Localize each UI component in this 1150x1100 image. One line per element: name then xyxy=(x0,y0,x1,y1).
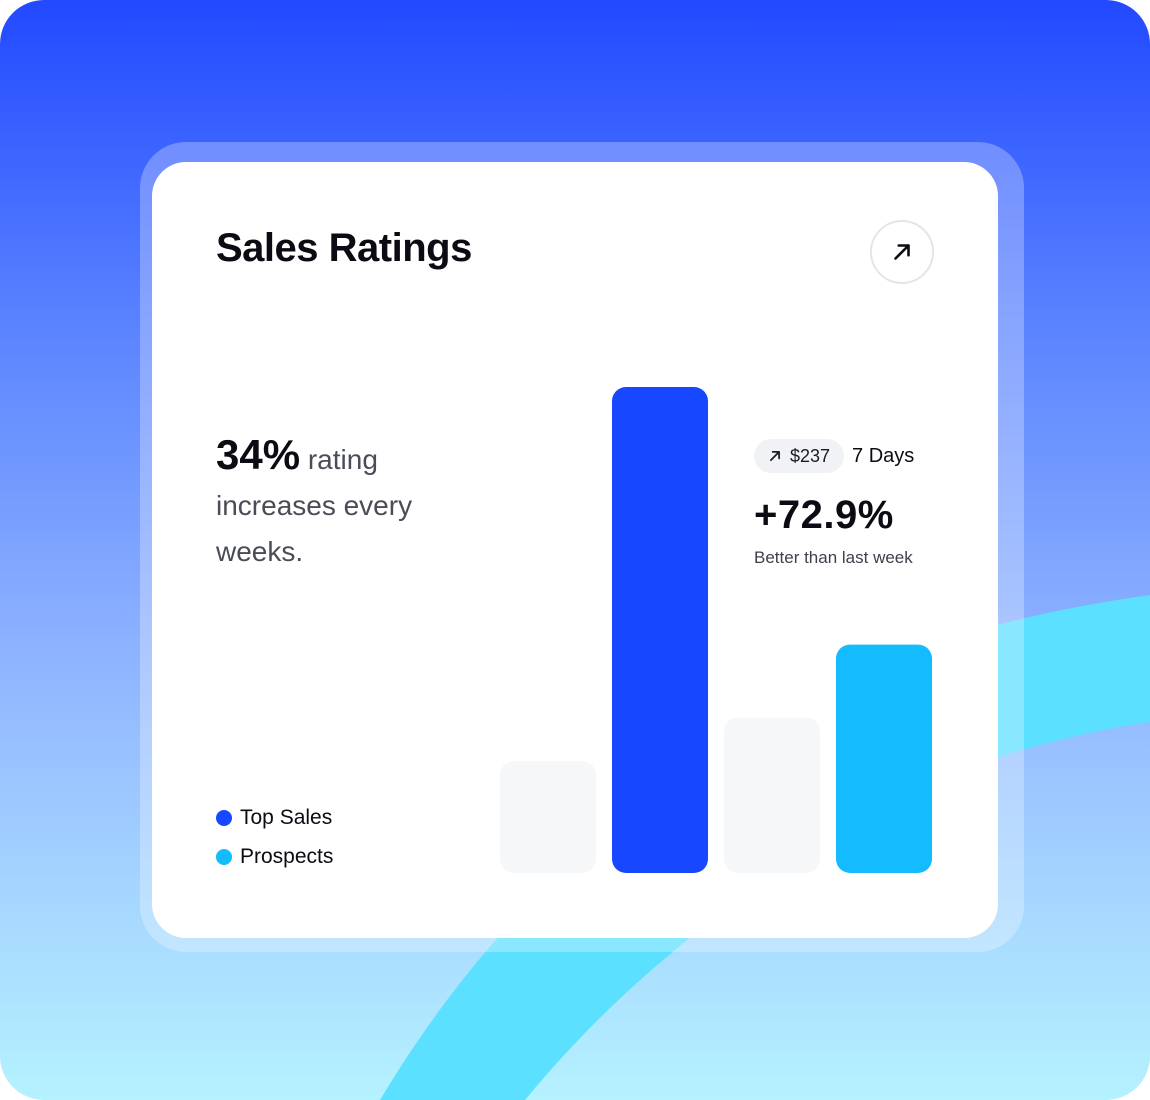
bar-muted-1 xyxy=(500,761,596,873)
change-percent: +72.9% xyxy=(754,493,894,537)
rating-percent: 34% xyxy=(216,431,301,478)
open-details-button[interactable] xyxy=(870,220,934,284)
rating-summary: 34% rating increases every weeks. xyxy=(216,432,496,575)
period-label: 7 Days xyxy=(852,444,915,467)
amount-value: $237 xyxy=(790,445,831,466)
bar-muted-2 xyxy=(724,717,820,873)
stats-header-row: $237 7 Days xyxy=(754,439,954,473)
rating-summary-text: rating increases every weeks. xyxy=(216,444,413,567)
sales-ratings-card: Sales Ratings 34% rating increases every… xyxy=(152,162,998,938)
legend-label-prospects: Prospects xyxy=(240,845,334,868)
arrow-up-right-icon xyxy=(894,244,910,260)
card-title: Sales Ratings xyxy=(216,226,472,270)
bar-prospects xyxy=(836,644,932,873)
arrow-up-right-icon xyxy=(770,451,780,461)
legend-item-top-sales: Top Sales xyxy=(216,806,333,829)
sales-bar-chart xyxy=(500,387,932,873)
legend-dot-top-sales xyxy=(216,810,232,826)
amount-badge: $237 xyxy=(754,439,845,473)
legend-dot-prospects xyxy=(216,849,232,865)
bar-top-sales xyxy=(612,387,708,873)
legend-item-prospects: Prospects xyxy=(216,845,334,868)
chart-legend: Top Sales Prospects xyxy=(216,806,334,885)
weekly-stats: $237 7 Days +72.9% Better than last week xyxy=(754,439,954,568)
legend-label-top-sales: Top Sales xyxy=(240,806,333,829)
change-caption: Better than last week xyxy=(754,548,913,567)
